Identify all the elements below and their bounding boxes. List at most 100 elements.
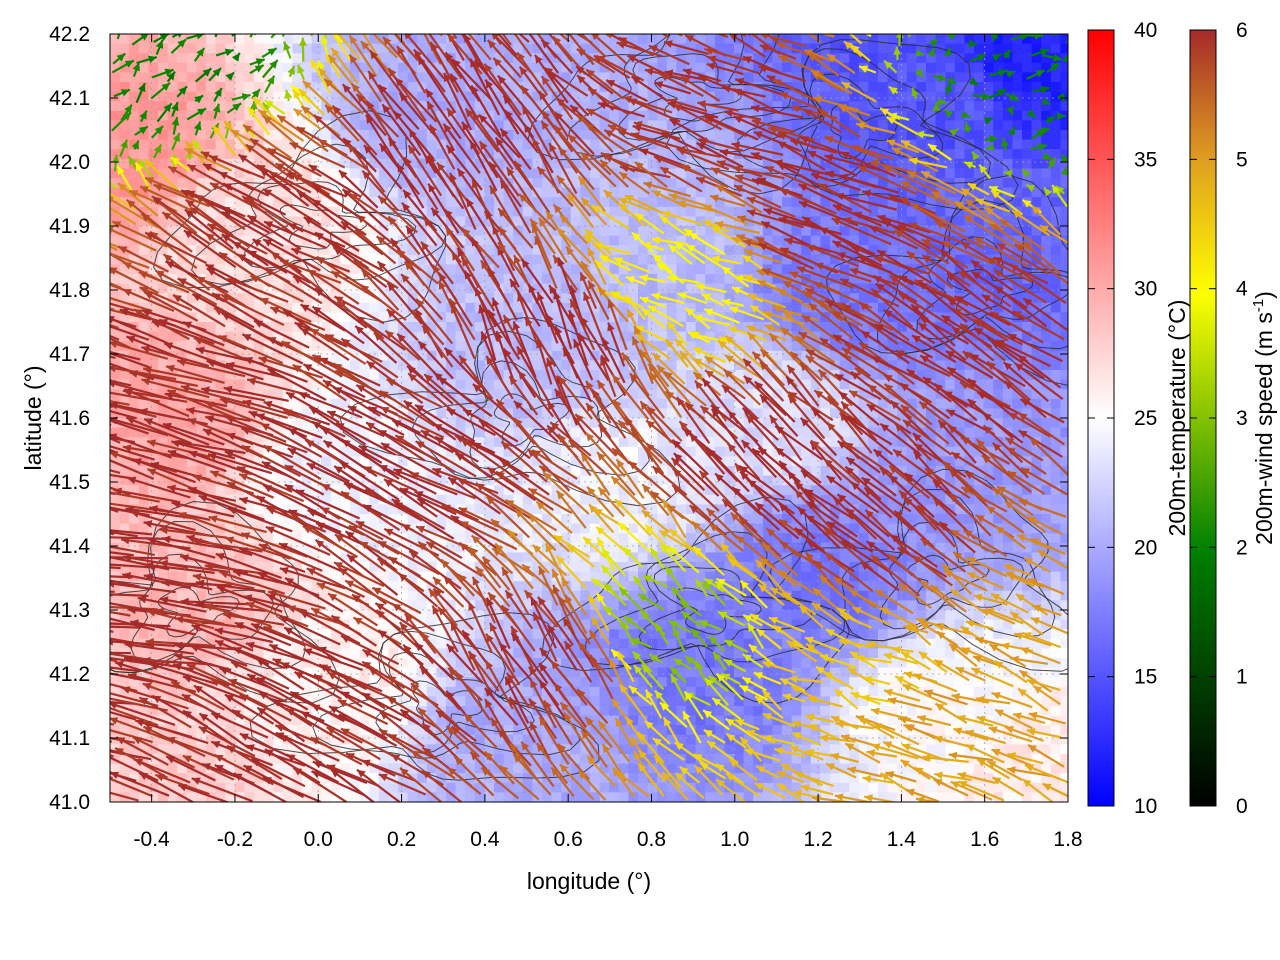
temperature-cell xyxy=(455,254,466,265)
temperature-cell xyxy=(129,264,140,275)
temperature-cell xyxy=(263,72,274,83)
temperature-cell xyxy=(215,216,226,227)
temperature-cell xyxy=(513,216,524,227)
temperature-cell xyxy=(1031,187,1042,198)
temperature-cell xyxy=(426,264,437,275)
temperature-cell xyxy=(340,130,351,141)
temperature-cell xyxy=(446,331,457,342)
temperature-cell xyxy=(1002,130,1013,141)
temperature-cell xyxy=(398,101,409,112)
temperature-cell xyxy=(513,312,524,323)
temperature-cell xyxy=(417,43,428,54)
temperature-cell xyxy=(494,110,505,121)
temperature-cell xyxy=(350,264,361,275)
temperature-cell xyxy=(830,312,841,323)
temperature-cell xyxy=(570,274,581,285)
temperature-cell xyxy=(647,283,658,294)
temperature-cell xyxy=(167,43,178,54)
temperature-cell xyxy=(686,178,697,189)
temperature-cell xyxy=(244,235,255,246)
temperature-cell xyxy=(407,72,418,83)
temperature-cell xyxy=(522,43,533,54)
temperature-cell xyxy=(570,331,581,342)
temperature-cell xyxy=(148,312,159,323)
temperature-cell xyxy=(647,216,658,227)
temperature-cell xyxy=(897,158,908,169)
temperature-cell xyxy=(878,110,889,121)
temperature-cell xyxy=(1012,101,1023,112)
temperature-cell xyxy=(551,168,562,179)
temperature-cell xyxy=(215,312,226,323)
temperature-cell xyxy=(772,62,783,73)
temperature-cell xyxy=(417,120,428,131)
temperature-cell xyxy=(839,62,850,73)
temperature-cell xyxy=(945,312,956,323)
temperature-cell xyxy=(810,206,821,217)
temperature-cell xyxy=(532,216,543,227)
temperature-cell xyxy=(599,437,610,448)
temperature-cell xyxy=(1060,264,1068,275)
temperature-cell xyxy=(801,43,812,54)
temperature-cell xyxy=(820,139,831,150)
temperature-cell xyxy=(186,149,197,160)
temperature-cell xyxy=(1041,43,1052,54)
temperature-cell xyxy=(273,322,284,333)
temperature-cell xyxy=(206,187,217,198)
temperature-cell xyxy=(666,312,677,323)
temperature-cell xyxy=(167,82,178,93)
temperature-cell xyxy=(906,120,917,131)
temperature-cell xyxy=(830,120,841,131)
temperature-cell xyxy=(455,110,466,121)
temperature-cell xyxy=(1012,178,1023,189)
temperature-cell xyxy=(148,226,159,237)
temperature-cell xyxy=(897,43,908,54)
temperature-cell xyxy=(983,120,994,131)
temperature-cell xyxy=(340,283,351,294)
temperature-cell xyxy=(234,226,245,237)
temperature-cell xyxy=(858,264,869,275)
temperature-cell xyxy=(993,62,1004,73)
temperature-cell xyxy=(398,302,409,313)
temperature-cell xyxy=(686,187,697,198)
temperature-cell xyxy=(705,322,716,333)
temperature-cell xyxy=(1050,178,1061,189)
temperature-cell xyxy=(522,245,533,256)
temperature-cell xyxy=(618,187,629,198)
temperature-cell xyxy=(398,235,409,246)
temperature-cell xyxy=(782,331,793,342)
temperature-cell xyxy=(705,158,716,169)
temperature-cell xyxy=(1022,53,1033,64)
temperature-cell xyxy=(446,254,457,265)
temperature-cell xyxy=(686,341,697,352)
temperature-cell xyxy=(599,187,610,198)
temperature-cell xyxy=(570,216,581,227)
temperature-cell xyxy=(1050,91,1061,102)
temperature-cell xyxy=(225,34,236,45)
temperature-cell xyxy=(618,245,629,256)
temperature-cell xyxy=(974,110,985,121)
temperature-cell xyxy=(484,187,495,198)
temperature-cell xyxy=(494,206,505,217)
temperature-cell xyxy=(599,53,610,64)
temperature-cell xyxy=(1012,43,1023,54)
temperature-cell xyxy=(110,43,121,54)
temperature-cell xyxy=(158,254,169,265)
temperature-cell xyxy=(522,120,533,131)
temperature-cell xyxy=(580,178,591,189)
temperature-cell xyxy=(321,62,332,73)
temperature-cell xyxy=(782,197,793,208)
temperature-cell xyxy=(436,302,447,313)
temperature-cell xyxy=(647,130,658,141)
temperature-cell xyxy=(666,254,677,265)
temperature-cell xyxy=(954,254,965,265)
temperature-cell xyxy=(263,149,274,160)
temperature-cell xyxy=(513,72,524,83)
temperature-cell xyxy=(801,149,812,160)
temperature-cell xyxy=(695,206,706,217)
temperature-cell xyxy=(311,235,322,246)
temperature-cell xyxy=(1060,293,1068,304)
temperature-cell xyxy=(743,158,754,169)
temperature-cell xyxy=(215,34,226,45)
temperature-cell xyxy=(494,264,505,275)
temperature-cell xyxy=(503,312,514,323)
